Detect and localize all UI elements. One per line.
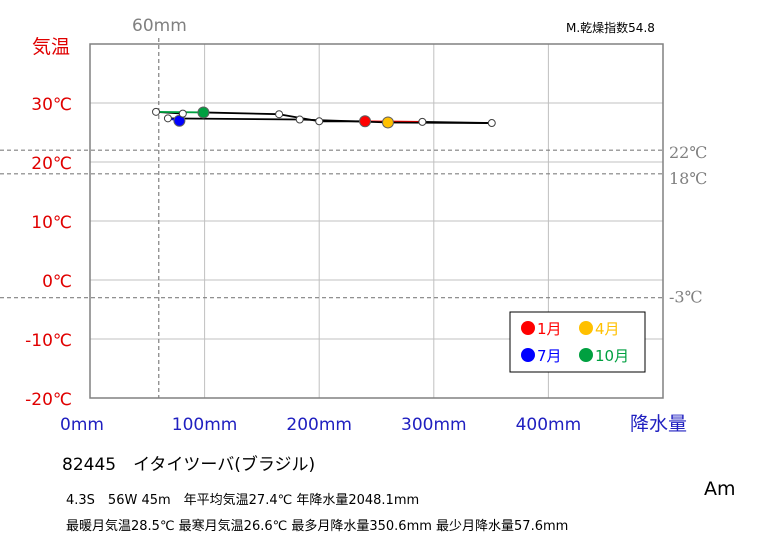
- legend-marker: [579, 348, 593, 362]
- series-segment: [387, 121, 492, 124]
- month-point-9: [152, 107, 161, 116]
- month-point-11: [275, 110, 284, 119]
- legend-marker: [521, 321, 535, 335]
- legend-label: 7月: [537, 347, 562, 365]
- x-tick-label: 300mm: [401, 415, 467, 435]
- y-axis-title: 気温: [32, 36, 70, 58]
- plot-frame: [89, 43, 664, 399]
- legend-marker: [521, 348, 535, 362]
- temp-reference-label: -3℃: [669, 288, 702, 307]
- temp-reference-label: 22℃: [669, 143, 707, 162]
- y-tick-label: -20℃: [25, 390, 72, 410]
- station-title: 82445 イタイツーバ(ブラジル): [62, 455, 316, 475]
- x-tick-label: 400mm: [516, 415, 582, 435]
- month-point-5: [295, 115, 304, 124]
- month-point-8: [178, 109, 187, 118]
- legend: 1月 4月 7月 10月: [509, 311, 646, 373]
- y-tick-label: 0℃: [42, 272, 72, 292]
- dryness-index: M.乾燥指数54.8: [566, 21, 655, 35]
- y-tick-label: 20℃: [31, 154, 72, 174]
- month-point-3: [487, 119, 496, 128]
- precip-reference-label: 60mm: [132, 16, 187, 36]
- legend-box: [509, 311, 646, 373]
- month-point-1: [359, 115, 372, 128]
- month-point-4: [381, 116, 394, 129]
- reference-lines: 22℃ 18℃ -3℃: [0, 38, 707, 398]
- climate-class: Am: [704, 478, 736, 500]
- y-tick-label: -10℃: [25, 331, 72, 351]
- axis-labels: -20℃ -10℃ 0℃ 10℃ 20℃ 30℃ 0mm 100mm 200mm 300mm 400…: [25, 36, 687, 435]
- series-segment: [167, 117, 300, 121]
- temp-reference-label: 18℃: [669, 169, 707, 188]
- station-info-line-2: 最暖月気温28.5℃ 最寒月気温26.6℃ 最多月降水量350.6mm 最少月降…: [66, 519, 569, 534]
- station-info-line-1: 4.3S 56W 45m 年平均気温27.4℃ 年降水量2048.1mm: [66, 493, 420, 508]
- month-points: [152, 106, 496, 129]
- series-segment: [203, 111, 280, 116]
- x-axis-title: 降水量: [630, 413, 687, 435]
- y-tick-label: 10℃: [31, 213, 72, 233]
- month-point-6: [163, 114, 172, 123]
- grid: [90, 44, 663, 398]
- legend-label: 4月: [595, 320, 620, 338]
- legend-label: 1月: [537, 320, 562, 338]
- month-point-2: [418, 117, 427, 126]
- x-tick-label: 100mm: [172, 415, 238, 435]
- month-point-10: [197, 106, 210, 119]
- y-tick-label: 30℃: [31, 95, 72, 115]
- legend-marker: [579, 321, 593, 335]
- x-tick-label: 200mm: [286, 415, 352, 435]
- month-point-12: [315, 117, 324, 126]
- legend-label: 10月: [595, 347, 629, 365]
- x-tick-label: 0mm: [60, 415, 104, 435]
